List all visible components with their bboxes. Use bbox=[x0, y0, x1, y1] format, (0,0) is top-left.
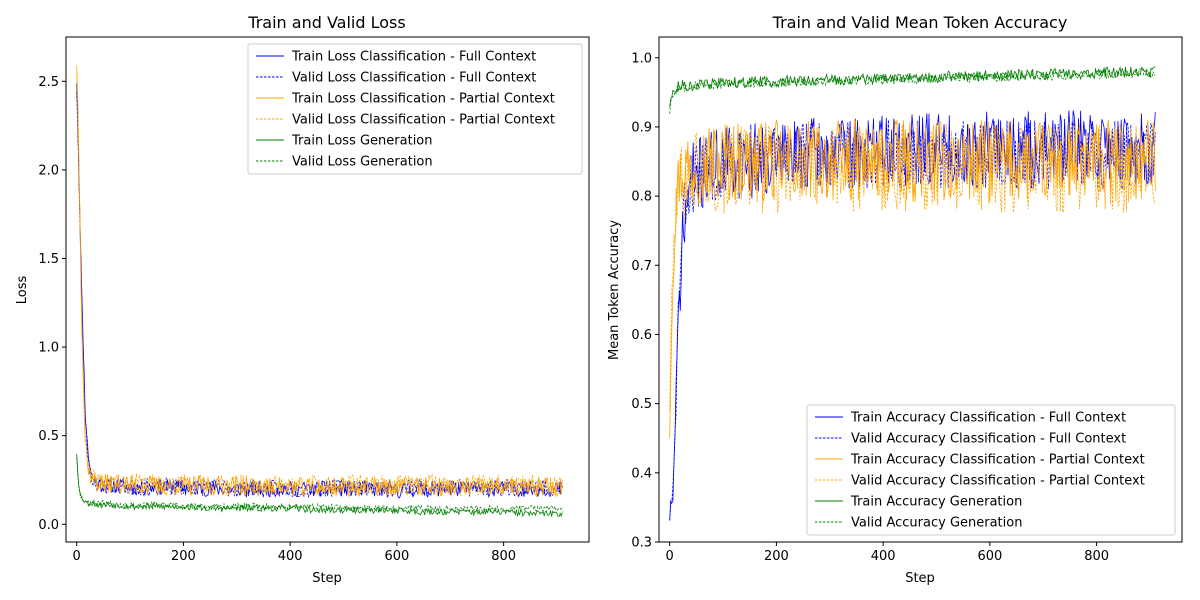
series-line bbox=[669, 120, 1156, 520]
y-tick-label: 0.6 bbox=[631, 328, 652, 343]
y-ticks: 0.3 0.4 0.5 0.6 0.7 0.8 0.9 1.0 bbox=[631, 51, 659, 551]
y-tick-label: 1.0 bbox=[631, 51, 652, 66]
legend-label: Train Accuracy Generation bbox=[850, 495, 1022, 510]
legend: Train Loss Classification - Full Context… bbox=[247, 43, 583, 175]
x-tick-label: 800 bbox=[491, 549, 516, 564]
plot-frame bbox=[65, 36, 590, 543]
y-tick-label: 0.4 bbox=[631, 466, 652, 481]
x-tick-label: 200 bbox=[171, 549, 196, 564]
x-tick-label: 0 bbox=[73, 549, 81, 564]
legend-label: Valid Accuracy Generation bbox=[851, 516, 1022, 531]
y-tick-label: 0.3 bbox=[631, 536, 652, 551]
legend-label: Valid Accuracy Classification - Full Con… bbox=[851, 432, 1126, 447]
series-line bbox=[669, 65, 1156, 108]
x-tick-label: 400 bbox=[871, 549, 896, 564]
y-tick-label: 0.0 bbox=[38, 518, 59, 533]
x-axis-label: Step bbox=[905, 571, 935, 586]
legend-label: Train Accuracy Classification - Partial … bbox=[850, 453, 1145, 468]
y-tick-label: 0.7 bbox=[631, 259, 652, 274]
y-tick-label: 0.8 bbox=[631, 190, 652, 205]
y-axis-label: Mean Token Accuracy bbox=[607, 220, 622, 360]
y-tick-label: 1.5 bbox=[38, 252, 59, 267]
legend-box bbox=[247, 43, 583, 175]
series-line bbox=[669, 67, 1156, 114]
accuracy-chart: Train and Valid Mean Token Accuracy 0 200… bbox=[607, 13, 1183, 586]
y-tick-label: 0.9 bbox=[631, 120, 652, 135]
loss-chart: Train and Valid Loss 0 200 400 600 800 0.00.… bbox=[15, 13, 590, 586]
x-tick-label: 200 bbox=[764, 549, 789, 564]
legend-label: Valid Loss Generation bbox=[292, 155, 433, 170]
x-tick-label: 400 bbox=[278, 549, 303, 564]
x-ticks: 0 200 400 600 800 bbox=[73, 542, 516, 564]
legend: Train Accuracy Classification - Full Con… bbox=[806, 404, 1176, 536]
chart-title: Train and Valid Mean Token Accuracy bbox=[772, 13, 1068, 32]
plot-lines bbox=[669, 65, 1156, 521]
x-tick-label: 600 bbox=[384, 549, 409, 564]
x-tick-label: 600 bbox=[977, 549, 1002, 564]
y-ticks: 0.0 0.5 1.0 1.5 2.0 2.5 bbox=[38, 75, 66, 533]
legend-label: Train Loss Classification - Partial Cont… bbox=[291, 92, 555, 107]
legend-box bbox=[806, 404, 1176, 536]
legend-label: Train Accuracy Classification - Full Con… bbox=[850, 411, 1126, 426]
x-tick-label: 800 bbox=[1084, 549, 1109, 564]
series-line bbox=[76, 74, 563, 498]
series-line bbox=[76, 65, 563, 498]
chart-title: Train and Valid Loss bbox=[247, 13, 405, 32]
y-tick-label: 0.5 bbox=[38, 429, 59, 444]
legend-label: Valid Loss Classification - Full Context bbox=[292, 71, 536, 86]
y-axis-label: Loss bbox=[15, 276, 30, 305]
x-axis-label: Step bbox=[312, 571, 342, 586]
plot-frame bbox=[658, 36, 1183, 543]
series-line bbox=[669, 123, 1156, 411]
y-tick-label: 2.0 bbox=[38, 163, 59, 178]
legend-label: Train Loss Classification - Full Context bbox=[291, 50, 536, 65]
x-ticks: 0 200 400 600 800 bbox=[666, 542, 1109, 564]
y-tick-label: 1.0 bbox=[38, 341, 59, 356]
y-tick-label: 2.5 bbox=[38, 75, 59, 90]
y-tick-label: 0.5 bbox=[631, 397, 652, 412]
legend-label: Valid Accuracy Classification - Partial … bbox=[851, 474, 1145, 489]
x-tick-label: 0 bbox=[666, 549, 674, 564]
legend-label: Train Loss Generation bbox=[291, 134, 433, 149]
series-line bbox=[76, 457, 563, 513]
legend-label: Valid Loss Classification - Partial Cont… bbox=[292, 113, 555, 128]
plot-lines bbox=[76, 65, 563, 518]
